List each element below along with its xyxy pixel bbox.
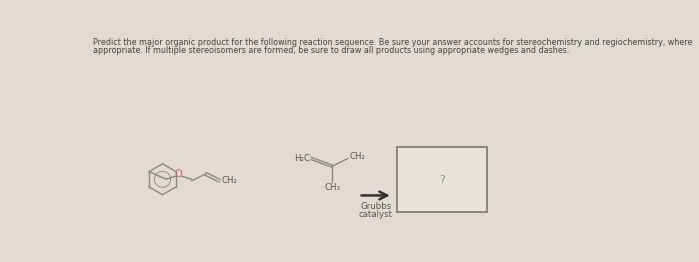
Text: ?: ? — [439, 175, 445, 185]
Text: Predict the major organic product for the following reaction sequence. Be sure y: Predict the major organic product for th… — [93, 38, 692, 47]
Text: Grubbs: Grubbs — [360, 202, 391, 211]
Text: CH₂: CH₂ — [350, 152, 366, 161]
Text: CH₂: CH₂ — [221, 176, 237, 184]
Text: H₂C: H₂C — [294, 154, 310, 163]
Bar — [397, 147, 487, 212]
Text: catalyst: catalyst — [359, 210, 393, 219]
Text: O: O — [175, 169, 182, 179]
Text: CH₃: CH₃ — [324, 183, 340, 192]
Text: appropriate. If multiple stereoisomers are formed, be sure to draw all products : appropriate. If multiple stereoisomers a… — [93, 46, 569, 55]
